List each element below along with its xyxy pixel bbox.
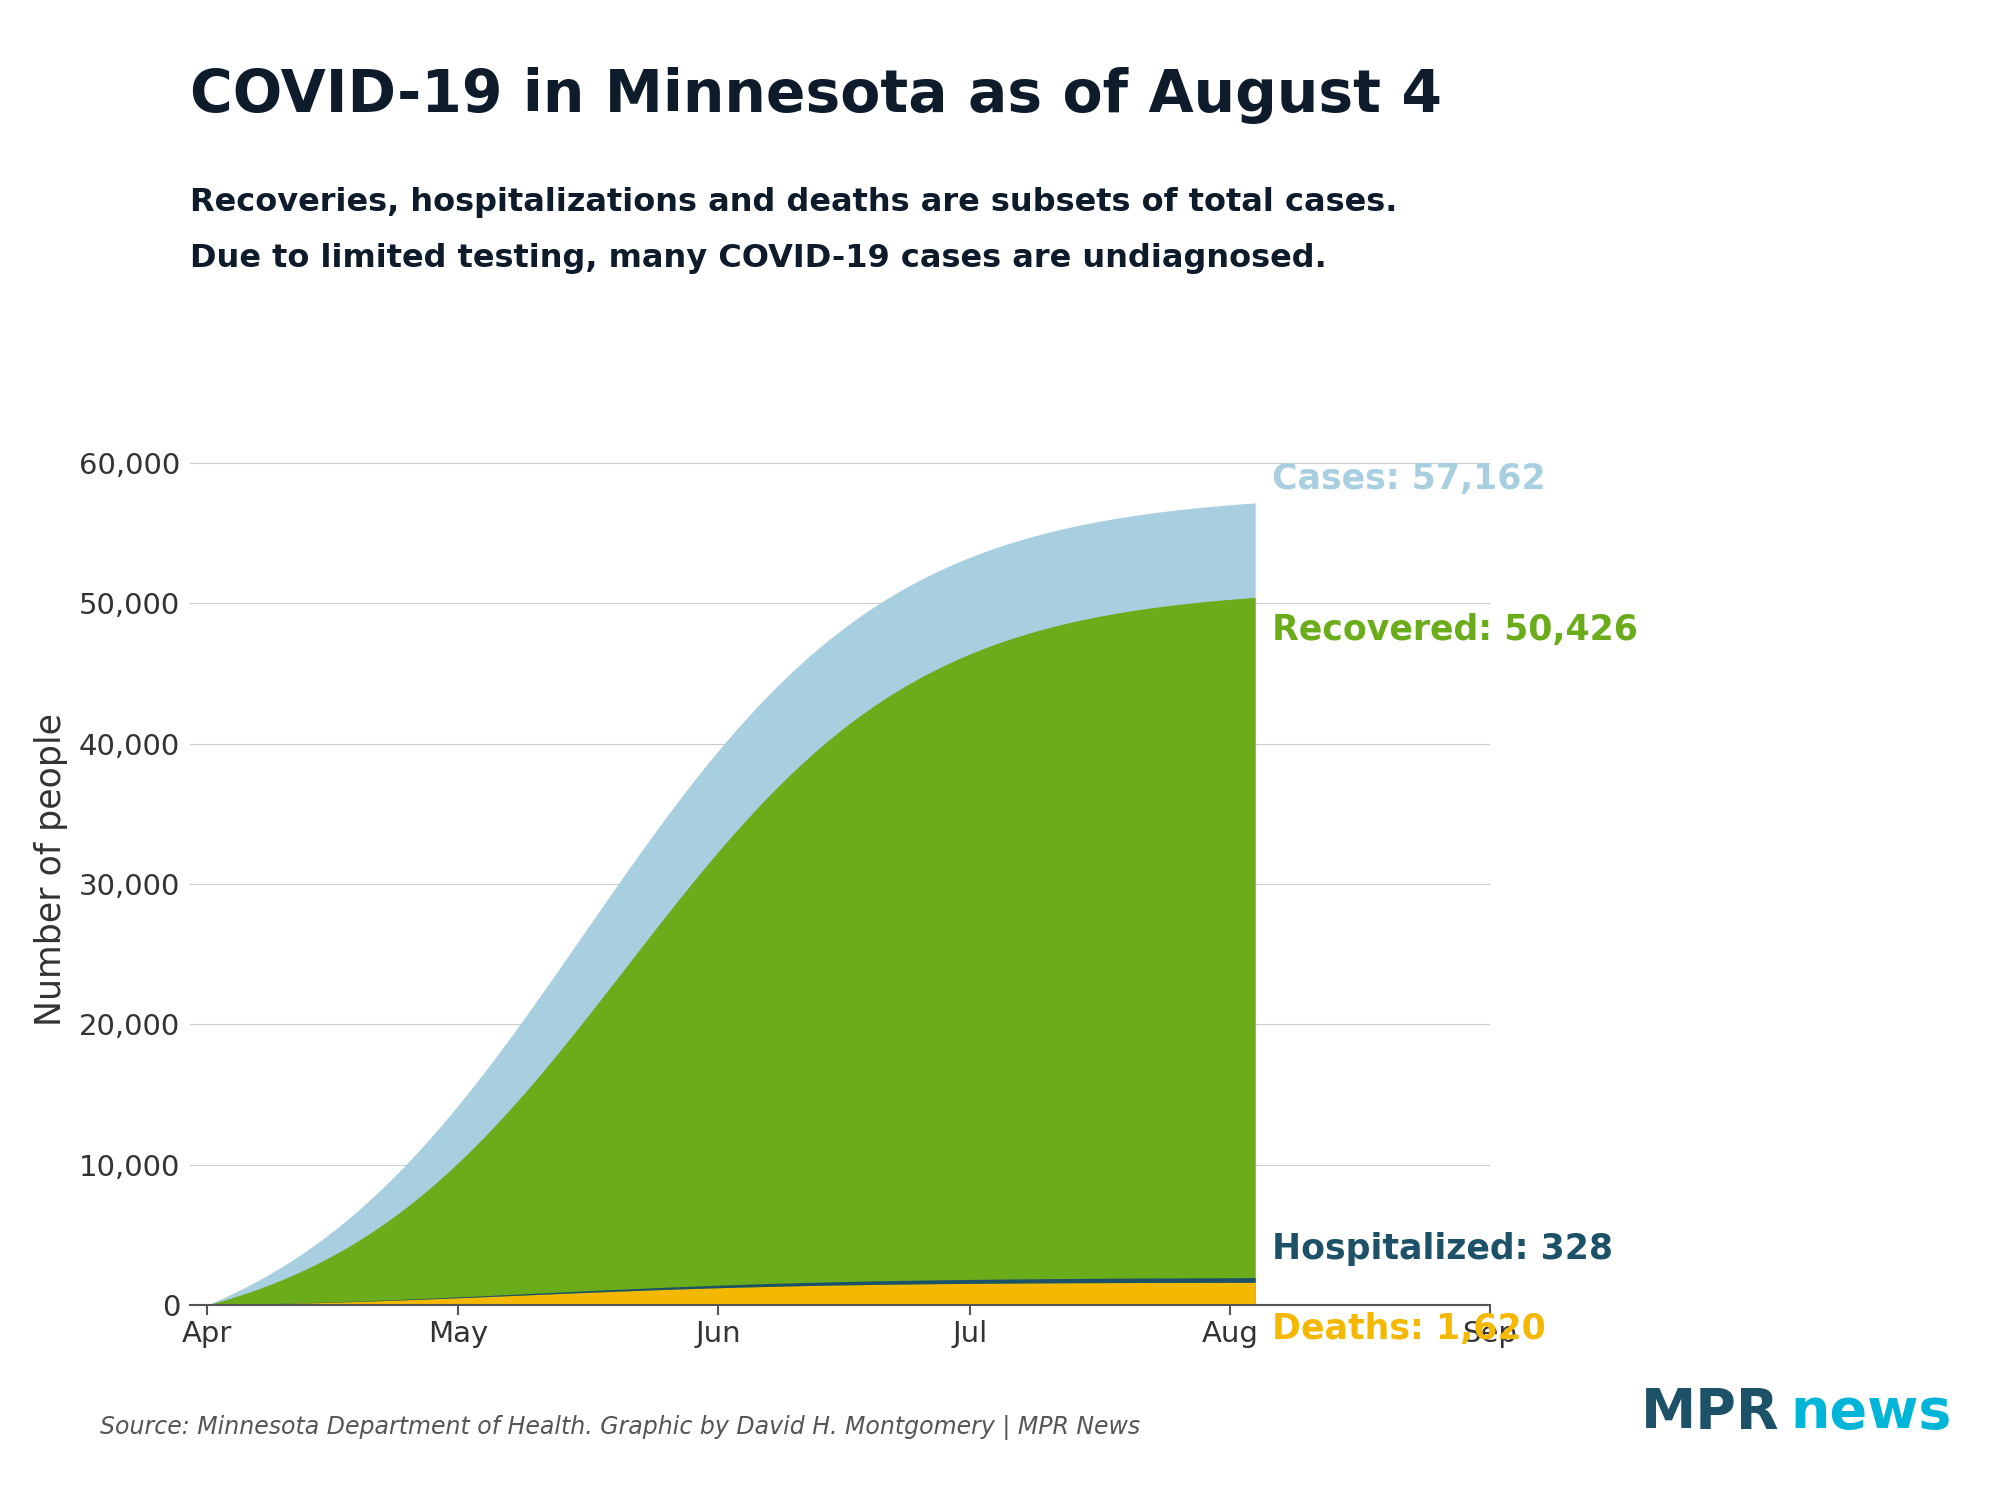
Text: Hospitalized: 328: Hospitalized: 328 bbox=[1272, 1233, 1612, 1266]
Text: news: news bbox=[1790, 1386, 1952, 1440]
Text: MPR: MPR bbox=[1642, 1386, 1780, 1440]
Y-axis label: Number of people: Number of people bbox=[34, 714, 68, 1026]
Text: Recovered: 50,426: Recovered: 50,426 bbox=[1272, 612, 1638, 646]
Text: COVID-19 in Minnesota as of August 4: COVID-19 in Minnesota as of August 4 bbox=[190, 68, 1442, 124]
Text: Source: Minnesota Department of Health. Graphic by David H. Montgomery | MPR New: Source: Minnesota Department of Health. … bbox=[100, 1414, 1140, 1440]
Text: Cases: 57,162: Cases: 57,162 bbox=[1272, 462, 1546, 496]
Text: Recoveries, hospitalizations and deaths are subsets of total cases.: Recoveries, hospitalizations and deaths … bbox=[190, 188, 1398, 219]
Text: Deaths: 1,620: Deaths: 1,620 bbox=[1272, 1312, 1546, 1346]
Text: Due to limited testing, many COVID-19 cases are undiagnosed.: Due to limited testing, many COVID-19 ca… bbox=[190, 243, 1326, 274]
